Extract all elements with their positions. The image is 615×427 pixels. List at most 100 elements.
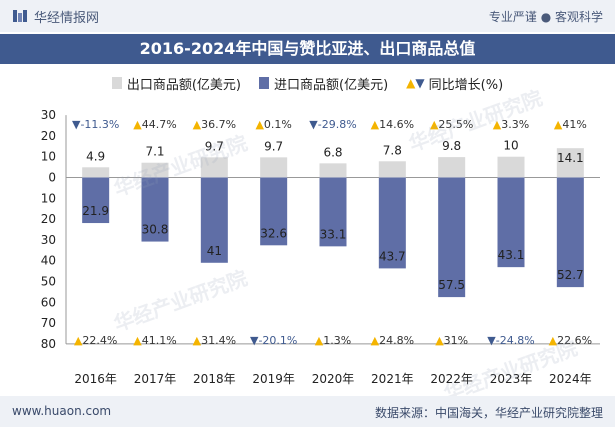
import-growth-label: ▲31% [435, 334, 468, 347]
triangle-up-icon: ▲ [133, 118, 142, 131]
x-tick-label: 2017年 [134, 372, 177, 386]
legend-item-growth: ▲ ▼ 同比增长(%) [406, 74, 503, 93]
import-bar [82, 177, 110, 224]
import-value-label: 43.7 [379, 249, 406, 263]
huajing-logo-icon [13, 10, 27, 22]
triangle-up-icon: ▲ [430, 118, 439, 131]
import-bar [319, 177, 347, 247]
y-tick-label: 70 [41, 316, 56, 330]
growth-value: 22.6% [557, 334, 592, 347]
y-tick-label: 30 [41, 108, 56, 122]
import-bar [141, 177, 169, 242]
export-growth-label: ▲44.7% [133, 118, 176, 131]
import-bar [200, 177, 228, 263]
import-bar [260, 177, 288, 246]
legend-label-growth: 同比增长(%) [428, 77, 504, 93]
export-value-label: 14.1 [557, 151, 584, 165]
growth-value: 14.6% [379, 118, 414, 131]
brand-name: 华经情报网 [34, 10, 100, 26]
triangle-up-icon: ▲ [493, 118, 502, 131]
triangle-up-icon: ▲ [255, 118, 264, 131]
export-value-label: 9.7 [205, 139, 224, 153]
import-growth-label: ▼-20.1% [250, 334, 297, 347]
growth-value: -24.8% [496, 334, 535, 347]
y-tick-label: 20 [41, 129, 56, 143]
triangle-up-icon: ▲ [371, 118, 380, 131]
triangle-up-icon: ▲ [133, 334, 142, 347]
export-growth-label: ▲41% [554, 118, 587, 131]
export-growth-label: ▼-29.8% [309, 118, 356, 131]
triangle-up-icon: ▲ [315, 334, 324, 347]
export-value-label: 6.8 [323, 145, 342, 159]
import-value-label: 30.8 [142, 223, 169, 237]
import-value-label: 43.1 [498, 248, 525, 262]
growth-value: 3.3% [501, 118, 529, 131]
triangle-up-icon: ▲ [371, 334, 380, 347]
growth-value: 1.3% [323, 334, 351, 347]
growth-value: -29.8% [318, 118, 357, 131]
y-tick-label: 60 [41, 295, 56, 309]
x-tick-label: 2019年 [252, 372, 295, 386]
chart-title: 2016-2024年中国与赞比亚进、出口商品总值 [139, 39, 476, 58]
export-value-label: 9.7 [264, 139, 283, 153]
triangle-up-icon: ▲ [435, 334, 444, 347]
chart-legend: 出口商品额(亿美元) 进口商品额(亿美元) ▲ ▼ 同比增长(%) [0, 72, 615, 94]
export-bar [319, 163, 347, 178]
export-bar [438, 157, 466, 178]
export-bar [141, 162, 169, 178]
triangle-up-icon: ▲ [406, 76, 416, 90]
import-value-label: 21.9 [82, 204, 109, 218]
x-tick-label: 2021年 [371, 372, 414, 386]
y-tick-label: 30 [41, 233, 56, 247]
export-value-label: 9.8 [442, 139, 461, 153]
triangle-down-icon: ▼ [309, 118, 318, 131]
x-tick-label: 2020年 [312, 372, 355, 386]
legend-item-export: 出口商品额(亿美元) [111, 74, 241, 93]
footer-url[interactable]: www.huaon.com [12, 404, 112, 418]
export-growth-label: ▲36.7% [193, 118, 236, 131]
growth-value: 41.1% [142, 334, 177, 347]
legend-swatch-export [111, 77, 122, 89]
import-bar [438, 177, 466, 298]
x-tick-label: 2024年 [549, 372, 592, 386]
import-growth-label: ▲22.6% [549, 334, 592, 347]
triangle-down-icon: ▼ [415, 76, 425, 90]
export-growth-label: ▼-11.3% [72, 118, 119, 131]
import-value-label: 41 [207, 244, 222, 258]
import-bar [497, 177, 525, 268]
export-bar [260, 157, 288, 178]
y-tick-label: 50 [41, 275, 56, 289]
export-growth-label: ▲14.6% [371, 118, 414, 131]
import-bar [556, 177, 584, 288]
import-bar [378, 177, 406, 269]
export-bar [497, 156, 525, 178]
y-tick-label: 0 [48, 171, 56, 185]
triangle-down-icon: ▼ [487, 334, 496, 347]
header-bar: 华经情报网 专业严谨 ● 客观科学 [0, 0, 615, 32]
triangle-up-icon: ▲ [74, 334, 83, 347]
import-growth-label: ▼-24.8% [487, 334, 534, 347]
triangle-down-icon: ▼ [250, 334, 259, 347]
export-bar [378, 161, 406, 178]
footer-source: 数据来源：中国海关，华经产业研究院整理 [374, 406, 603, 420]
brand[interactable]: 华经情报网 [12, 7, 100, 26]
legend-item-import: 进口商品额(亿美元) [259, 74, 388, 93]
bar-chart: 302010010203040506070804.921.9▼-11.3%▲22… [41, 108, 600, 386]
growth-value: 25.5% [438, 118, 473, 131]
triangle-up-icon: ▲ [554, 118, 563, 131]
import-growth-label: ▲22.4% [74, 334, 117, 347]
import-value-label: 33.1 [320, 227, 347, 241]
growth-value: -20.1% [258, 334, 297, 347]
growth-value: 31.4% [201, 334, 236, 347]
import-growth-label: ▲31.4% [193, 334, 236, 347]
triangle-up-icon: ▲ [193, 334, 202, 347]
export-bar [556, 148, 584, 178]
export-growth-label: ▲0.1% [255, 118, 291, 131]
x-tick-label: 2018年 [193, 372, 236, 386]
y-tick-label: 20 [41, 212, 56, 226]
import-value-label: 52.7 [557, 268, 584, 282]
export-value-label: 7.1 [145, 145, 164, 159]
growth-value: 36.7% [201, 118, 236, 131]
import-value-label: 57.5 [438, 278, 465, 292]
